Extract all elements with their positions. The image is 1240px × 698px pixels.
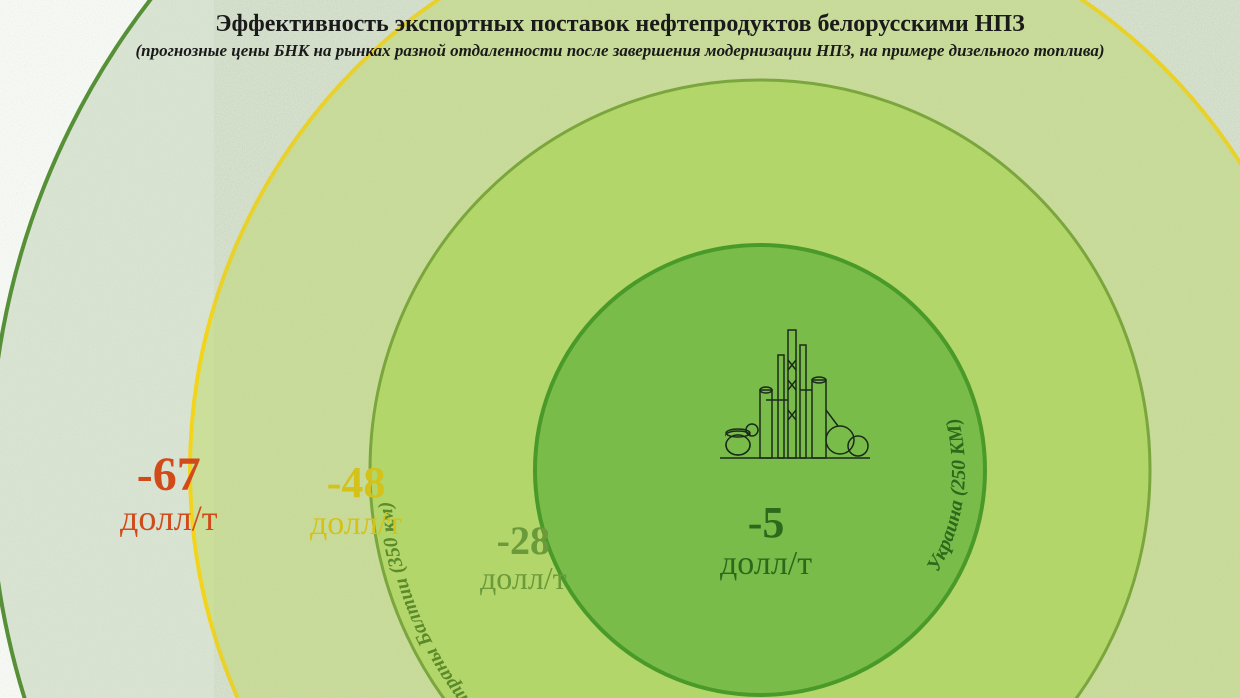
price-poland-baltic: -28 долл/т: [480, 520, 567, 596]
rings-svg: Великобритания (2 000 км)Германия (1 000…: [0, 0, 1240, 698]
price-germany-value: -48: [310, 460, 402, 506]
price-uk: -67 долл/т: [120, 450, 218, 538]
infographic-stage: Эффективность экспортных поставок нефтеп…: [0, 0, 1240, 698]
main-title: Эффективность экспортных поставок нефтеп…: [0, 10, 1240, 39]
price-uk-unit: долл/т: [120, 500, 218, 538]
price-germany-unit: долл/т: [310, 506, 402, 542]
subtitle: (прогнозные цены БНК на рынках разной от…: [0, 41, 1240, 61]
price-germany: -48 долл/т: [310, 460, 402, 542]
refinery-icon: [720, 320, 870, 460]
price-poland-unit: долл/т: [480, 562, 567, 596]
price-uk-value: -67: [120, 450, 218, 500]
ring-ukraine: [535, 245, 985, 695]
price-ukraine-unit: долл/т: [720, 546, 812, 582]
price-ukraine: -5 долл/т: [720, 500, 812, 582]
price-ukraine-value: -5: [720, 500, 812, 546]
price-poland-value: -28: [480, 520, 567, 562]
title-block: Эффективность экспортных поставок нефтеп…: [0, 10, 1240, 61]
